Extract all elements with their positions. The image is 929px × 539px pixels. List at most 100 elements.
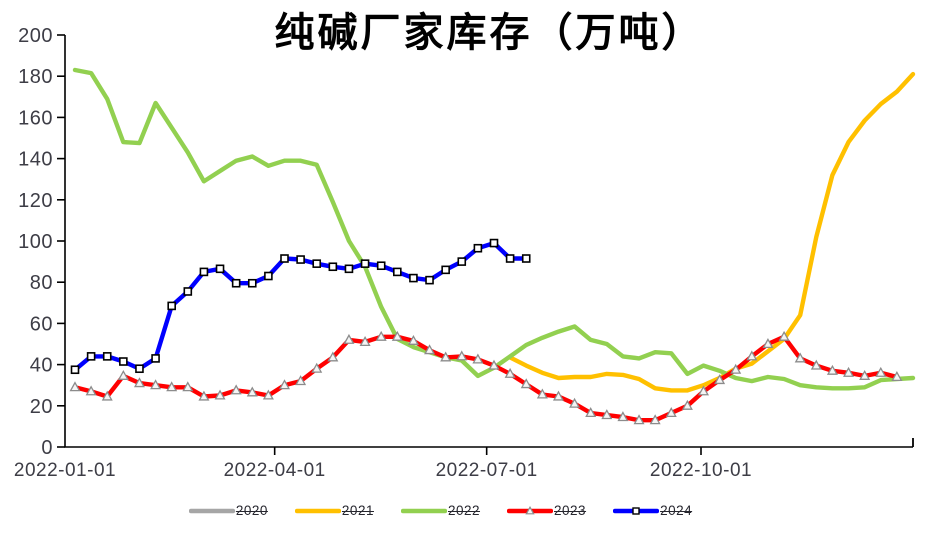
data-point-marker-triangle [762,338,774,349]
data-point-marker-triangle [730,363,742,374]
data-point-marker-square [360,259,370,268]
legend-label: 2022 [447,503,481,518]
y-tick-label: 20 [30,396,53,418]
data-point-marker-triangle [182,381,194,392]
data-point-marker-triangle [69,381,81,392]
data-point-marker-triangle [230,384,242,395]
data-point-marker-triangle [327,351,339,362]
data-point-marker-square [135,364,144,374]
legend-item-2023: 2023 [507,503,586,518]
data-point-marker-triangle [520,378,532,389]
data-point-marker-square [489,238,499,248]
y-tick-label: 40 [30,355,53,377]
data-point-marker-triangle [794,352,806,363]
data-point-marker-triangle [859,369,871,380]
data-point-marker-triangle [440,351,452,362]
data-point-marker-square [425,275,434,285]
data-point-marker-triangle [150,379,162,390]
data-point-marker-triangle [843,366,855,377]
data-point-marker-triangle [601,409,613,420]
data-point-marker-triangle [746,350,758,361]
data-point-marker-triangle [875,366,887,377]
y-tick-label: 60 [30,313,53,335]
data-point-marker-triangle [279,379,290,390]
data-point-marker-triangle [617,411,629,422]
legend-line-sample [294,508,341,513]
data-point-marker-triangle [552,390,564,401]
y-tick-label: 0 [41,437,53,459]
data-point-marker-triangle [246,386,258,397]
data-point-marker-triangle [311,362,323,373]
legend-triangle-marker-icon [525,505,535,514]
legend: 2020 2021 2022 2023 2024 [0,503,929,518]
legend-item-2020: 2020 [188,503,268,518]
data-point-marker-triangle [681,399,693,410]
data-point-marker-triangle [585,407,597,418]
data-point-marker-square [247,278,257,288]
data-point-marker-square [86,352,96,361]
x-tick-label: 2022-07-01 [436,460,538,481]
data-point-marker-triangle [778,330,790,341]
data-point-marker-triangle [698,385,709,396]
legend-label: 2020 [235,503,268,518]
data-point-marker-square [409,273,418,283]
data-point-marker-triangle [649,414,661,425]
data-point-marker-triangle [295,375,307,386]
data-point-marker-triangle [536,388,548,399]
data-point-marker-triangle [375,330,387,341]
y-tick-label: 200 [18,25,53,47]
series-2021 [507,71,916,393]
y-tick-label: 100 [18,231,53,253]
data-point-marker-triangle [214,389,226,400]
axis-lines [64,35,913,448]
data-point-marker-square [328,262,338,272]
legend-label: 2021 [341,503,374,518]
data-point-marker-triangle [85,385,97,396]
legend-label: 2024 [660,503,693,518]
data-point-marker-square [441,265,450,275]
data-point-marker-square [70,365,80,375]
data-point-marker-square [102,352,112,361]
data-point-marker-square [457,257,467,266]
data-point-marker-square [521,254,531,263]
y-tick-label: 180 [18,66,53,88]
legend-item-2024: 2024 [613,503,692,518]
data-point-marker-triangle [488,359,500,370]
data-point-marker-triangle [262,389,274,400]
data-point-marker-square [505,254,515,263]
data-point-marker-triangle [810,359,822,370]
data-point-marker-square [167,301,176,311]
y-tick-label: 140 [18,149,53,171]
x-tick-label: 2022-04-01 [224,460,326,481]
legend-item-2022: 2022 [400,503,481,518]
legend-line-sample [188,508,235,513]
data-point-marker-triangle [472,353,484,364]
data-point-marker-triangle [343,333,355,344]
data-point-marker-triangle [407,334,419,345]
data-point-marker-triangle [826,364,838,375]
data-point-marker-triangle [424,344,436,355]
data-point-marker-triangle [391,330,403,341]
series-2024 [70,238,531,375]
data-point-marker-square [199,267,209,277]
data-point-marker-square [280,254,289,263]
x-tick-label: 2022-10-01 [650,460,752,481]
data-point-marker-triangle [891,371,903,382]
data-point-marker-square [215,264,225,274]
legend-item-2021: 2021 [294,503,374,518]
data-point-marker-square [473,243,483,253]
data-point-marker-triangle [665,407,677,418]
data-point-marker-square [393,267,402,277]
data-point-marker-square [231,278,241,288]
data-point-marker-triangle [504,367,516,378]
legend-line-sample [613,506,660,515]
legend-label: 2023 [554,503,587,518]
series-line-2021 [507,71,916,393]
data-point-marker-square [376,261,386,271]
series-2023 [69,330,903,425]
legend-line-sample [400,508,447,513]
data-point-marker-square [264,271,273,281]
series-line-2023 [72,334,900,423]
